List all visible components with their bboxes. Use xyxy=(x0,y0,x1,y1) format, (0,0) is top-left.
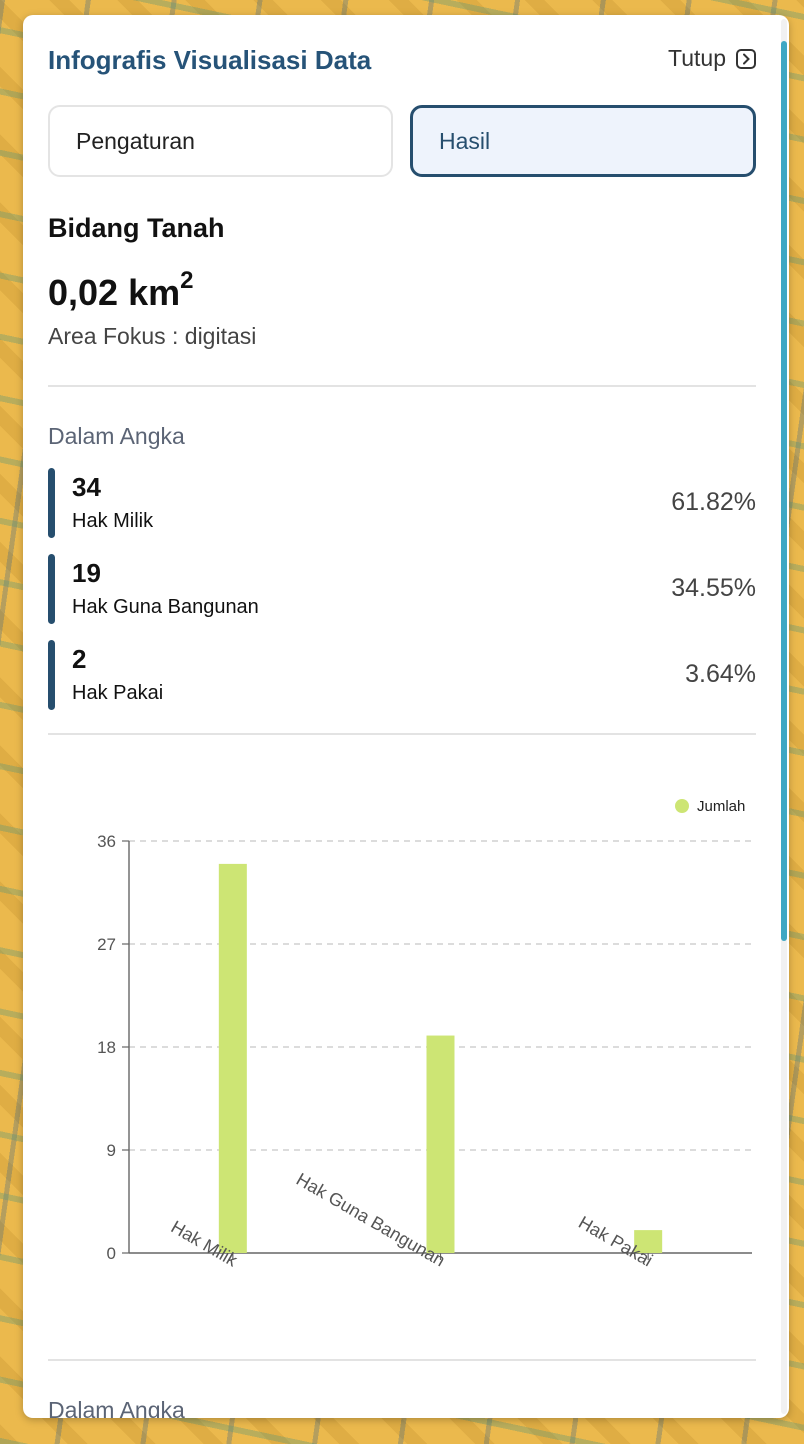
tab-pengaturan[interactable]: Pengaturan xyxy=(48,105,393,177)
y-tick-label: 9 xyxy=(107,1141,116,1160)
close-button[interactable]: Tutup xyxy=(668,45,756,72)
stat-count: 34 xyxy=(72,472,101,502)
close-label: Tutup xyxy=(668,45,726,71)
divider xyxy=(48,1359,756,1361)
stat-label: Hak Guna Bangunan xyxy=(72,596,259,618)
divider xyxy=(48,733,756,735)
tab-bar: Pengaturan Hasil xyxy=(48,105,756,177)
panel-title: Infografis Visualisasi Data xyxy=(48,45,372,75)
stat-percent: 3.64% xyxy=(685,660,756,688)
bar xyxy=(634,1230,663,1253)
stats-heading: Dalam Angka xyxy=(48,423,185,449)
stat-percent: 61.82% xyxy=(671,488,756,516)
tab-hasil[interactable]: Hasil xyxy=(410,105,756,177)
stat-item: 34 Hak Milik 61.82% xyxy=(48,468,756,538)
infographic-panel: Infografis Visualisasi Data Tutup Pengat… xyxy=(23,15,789,1418)
scrollbar-thumb[interactable] xyxy=(781,41,787,941)
stat-accent-bar xyxy=(48,468,55,538)
y-tick-label: 0 xyxy=(107,1244,116,1263)
y-tick-label: 18 xyxy=(97,1038,116,1057)
chevron-right-icon xyxy=(736,48,756,69)
bar xyxy=(426,1035,455,1253)
stat-accent-bar xyxy=(48,554,55,624)
stat-count: 19 xyxy=(72,558,101,588)
stat-label: Hak Pakai xyxy=(72,682,164,704)
area-value: 0,02 km2 xyxy=(48,267,194,313)
y-tick-label: 36 xyxy=(97,832,116,851)
panel-header: Infografis Visualisasi Data Tutup xyxy=(48,45,756,77)
stat-item: 2 Hak Pakai 3.64% xyxy=(48,640,756,710)
area-caption: Area Fokus : digitasi xyxy=(48,323,257,349)
divider xyxy=(48,385,756,387)
area-unit-exponent: 2 xyxy=(180,267,194,294)
stat-accent-bar xyxy=(48,640,55,710)
stats-heading-next: Dalam Angka xyxy=(48,1397,185,1418)
bar xyxy=(218,863,247,1253)
stat-item: 19 Hak Guna Bangunan 34.55% xyxy=(48,554,756,624)
stat-percent: 34.55% xyxy=(671,574,756,602)
stat-count: 2 xyxy=(72,644,87,674)
section-title: Bidang Tanah xyxy=(48,213,225,243)
stat-label: Hak Milik xyxy=(72,510,154,532)
legend-label: Jumlah xyxy=(697,798,745,815)
x-tick-label: Hak Guna Bangunan xyxy=(293,1169,449,1270)
legend-swatch xyxy=(675,799,689,813)
y-tick-label: 27 xyxy=(97,935,116,954)
